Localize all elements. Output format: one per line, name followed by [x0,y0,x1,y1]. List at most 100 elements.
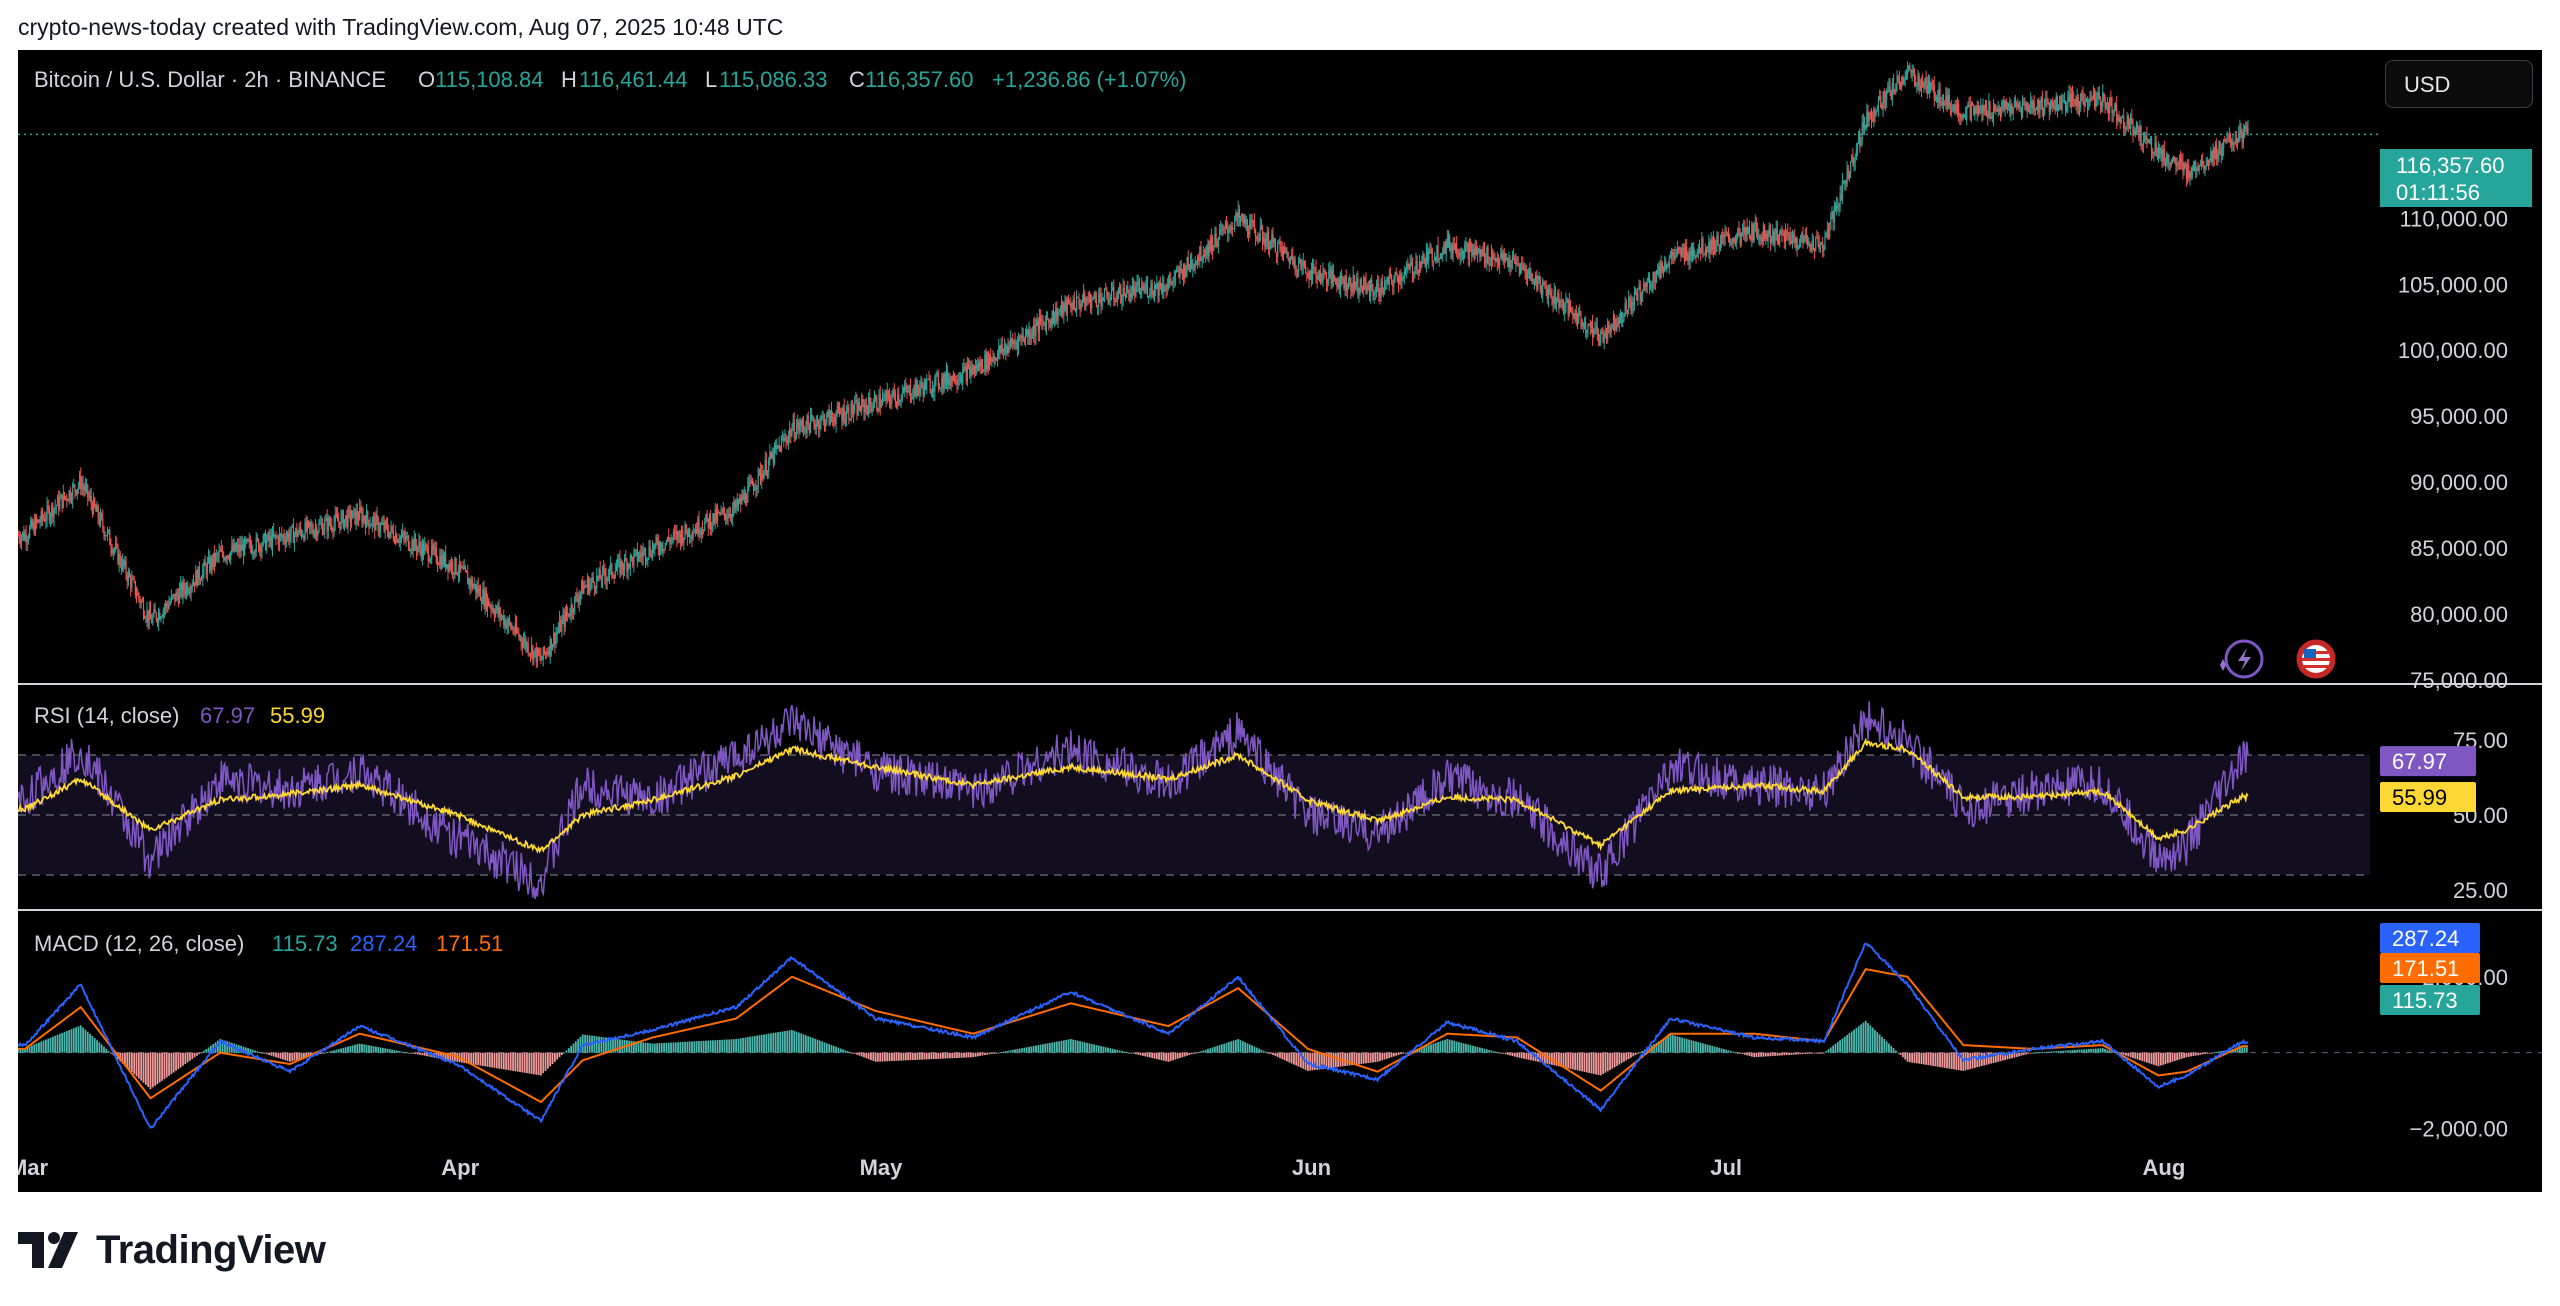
candle [87,484,89,498]
candle [465,570,468,573]
candle [1535,275,1537,284]
candle [1999,112,2002,115]
macd-histogram-bar [1662,1038,1665,1053]
macd-histogram-bar [883,1052,886,1062]
chart-canvas[interactable]: 120,000.00110,000.00105,000.00100,000.00… [18,50,2542,1192]
candle [563,615,565,627]
candle [878,394,880,412]
candle [999,346,1001,353]
candle [1380,280,1382,298]
candle [204,561,206,566]
candle [1453,244,1455,250]
candle [1983,105,1985,112]
symbol-title[interactable]: Bitcoin / U.S. Dollar · 2h · BINANCE [34,67,386,92]
candle [676,531,678,540]
candle [728,514,730,518]
candle [1260,226,1263,230]
macd-histogram-bar [1994,1052,1997,1063]
rsi-title[interactable]: RSI (14, close) [34,703,180,728]
candle [1657,270,1659,274]
candle [207,557,210,562]
candle [1554,289,1557,305]
candle [1444,243,1446,254]
candle [924,380,927,391]
candle [1330,268,1332,284]
candle [2224,139,2226,141]
macd-histogram-bar [2213,1052,2216,1054]
tradingview-logo[interactable]: TradingView [18,1226,326,1274]
macd-histogram-bar [1750,1052,1753,1057]
macd-histogram-bar [1190,1052,1193,1055]
candle [361,511,363,523]
candle [1589,325,1591,328]
candle [454,557,456,574]
candle [141,600,143,602]
candle [104,535,106,537]
candle [1783,233,1785,242]
candle [1483,249,1486,261]
candle [304,522,306,540]
macd-histogram-bar [1630,1052,1632,1058]
candle [747,486,749,503]
macd-histogram-bar [2201,1052,2204,1055]
candle [949,379,951,386]
macd-histogram-bar [467,1052,470,1064]
candle [2228,134,2231,138]
macd-histogram-bar [337,1049,340,1053]
macd-histogram-bar [1616,1052,1618,1066]
candle [770,452,772,459]
candle [1395,271,1397,276]
candle [2039,101,2041,113]
candle [300,531,303,537]
macd-histogram-bar [1922,1052,1925,1065]
candle [1947,94,1949,108]
macd-histogram-bar [1681,1037,1683,1053]
candle [1456,242,1458,254]
macd-histogram-bar [772,1032,775,1053]
us-flag-icon[interactable] [2296,639,2336,679]
candle [1127,285,1129,290]
candle [421,543,423,558]
currency-button[interactable]: USD [2385,60,2533,108]
candle [98,518,100,524]
lightning-icon[interactable] [2220,639,2264,679]
macd-histogram-bar [1386,1052,1388,1059]
candle [1790,239,1792,244]
candle [1868,112,1870,122]
candle [1763,226,1766,239]
candle [694,528,697,533]
candle [393,539,396,543]
macd-histogram-bar [530,1052,533,1074]
candle [2182,161,2184,171]
candle [997,352,999,361]
candle [1259,226,1261,240]
macd-histogram-bar [2013,1052,2016,1058]
chart-frame[interactable]: 120,000.00110,000.00105,000.00100,000.00… [18,50,2542,1192]
candle [1332,270,1335,278]
candle [285,537,288,544]
candle [202,569,204,580]
candle [1346,288,1349,291]
candle [1451,246,1453,254]
macd-histogram-bar [874,1052,877,1062]
macd-title[interactable]: MACD (12, 26, close) [34,931,244,956]
macd-histogram-bar [26,1047,29,1053]
candle [818,420,820,430]
candle [1373,293,1375,296]
candle [118,554,120,564]
macd-histogram-bar [1460,1042,1463,1053]
candle [2213,148,2215,158]
candle [1437,245,1439,261]
macd-histogram-bar [449,1052,452,1061]
candle [1368,289,1371,297]
macd-histogram-bar [930,1052,933,1060]
macd-histogram-bar [451,1052,454,1061]
macd-histogram-bar [700,1040,703,1053]
candle [483,589,485,607]
candle [1648,277,1651,289]
candle [1976,105,1978,114]
candle [780,439,783,452]
macd-histogram-bar [1513,1052,1516,1057]
candle [1501,252,1503,260]
candle [698,519,700,535]
